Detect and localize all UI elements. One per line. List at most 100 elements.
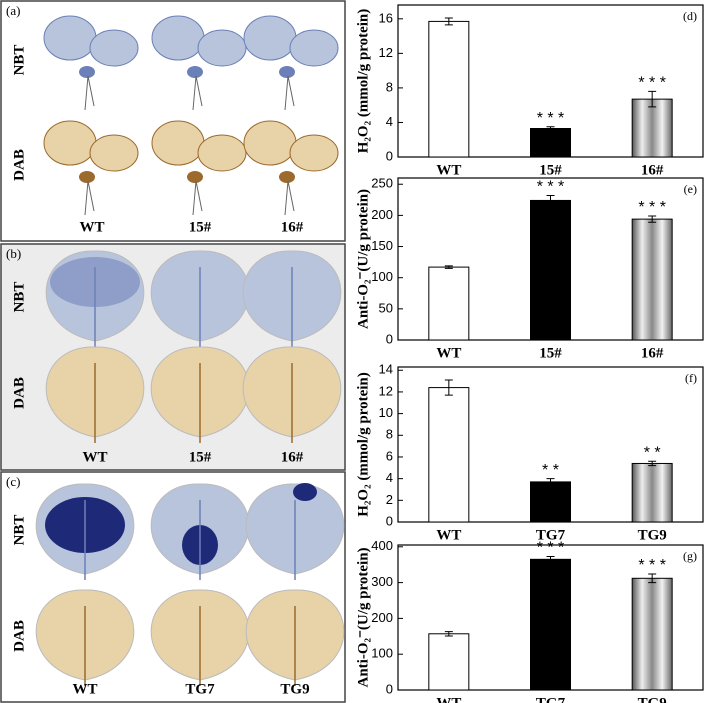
error-bar	[546, 126, 555, 131]
root	[192, 180, 203, 216]
y-tick-label: 12	[379, 383, 393, 398]
bar	[530, 558, 571, 691]
y-tick-label: 300	[371, 574, 393, 589]
y-tick-label: 8	[386, 427, 393, 442]
bar	[428, 266, 470, 341]
error-bar	[444, 17, 453, 26]
x-tick-label: WT	[436, 345, 461, 361]
significance: * *	[542, 462, 559, 479]
y-tick-label: 8	[386, 79, 393, 94]
panel-label: (e)	[684, 182, 697, 196]
x-tick-label: TG9	[638, 695, 667, 703]
significance: * * *	[537, 110, 565, 127]
y-tick-label: 0	[386, 331, 393, 346]
leaf	[151, 120, 205, 166]
row-label: NBT	[11, 515, 27, 546]
x-tick-label: 16#	[641, 345, 664, 361]
bar	[530, 128, 571, 158]
y-tick-label: 250	[371, 176, 393, 191]
error-bar	[444, 379, 453, 396]
x-tick-label: TG7	[536, 695, 566, 703]
significance: * * *	[638, 557, 666, 574]
y-tick-label: 0	[386, 513, 393, 528]
error-bar	[546, 555, 555, 563]
bar	[428, 633, 470, 691]
panel-label: (b)	[6, 246, 21, 261]
panel-label: (d)	[683, 9, 697, 23]
x-tick-label: TG9	[638, 527, 667, 543]
bar	[631, 98, 673, 158]
error-bar	[546, 194, 555, 206]
row-label: NBT	[11, 45, 27, 76]
column-label: 16#	[281, 449, 304, 465]
significance: * * *	[537, 179, 565, 196]
x-tick-label: WT	[436, 695, 461, 703]
leaf	[279, 171, 295, 183]
leaf	[197, 134, 247, 172]
leaf	[43, 15, 97, 61]
error-bar	[444, 631, 453, 637]
root	[84, 75, 95, 111]
y-tick-label: 14	[379, 362, 393, 377]
leaf	[43, 120, 97, 166]
leaf	[79, 171, 95, 183]
column-label: 15#	[189, 219, 212, 235]
leaf	[151, 15, 205, 61]
bar	[530, 199, 571, 341]
significance: * * *	[537, 540, 565, 557]
y-tick-label: 2	[386, 492, 393, 507]
x-tick-label: 16#	[641, 162, 664, 178]
bar	[631, 462, 673, 523]
error-bar	[444, 265, 453, 269]
x-tick-label: WT	[436, 527, 461, 543]
bar	[428, 20, 470, 158]
leaf	[187, 171, 203, 183]
y-axis-title: Anti-O₂⁻(U/g protein)	[355, 547, 371, 687]
error-bar	[648, 215, 657, 223]
y-tick-label: 400	[371, 538, 393, 553]
row-label: NBT	[11, 282, 27, 313]
y-axis-title: Anti-O₂⁻(U/g protein)	[355, 189, 371, 329]
y-tick-label: 200	[371, 207, 393, 222]
y-tick-label: 0	[386, 148, 393, 163]
y-tick-label: 4	[386, 470, 393, 485]
y-tick-label: 150	[371, 238, 393, 253]
y-axis-title: H₂O₂ (mmol/g protein)	[355, 9, 371, 154]
leaf	[289, 29, 339, 67]
leaf	[197, 29, 247, 67]
leaf	[89, 134, 139, 172]
leaf	[243, 15, 297, 61]
bar	[631, 577, 673, 691]
panel-label: (c)	[6, 474, 20, 489]
leaf	[279, 66, 295, 78]
y-tick-label: 100	[371, 269, 393, 284]
y-axis-title: H₂O₂ (mmol/g protein)	[355, 372, 371, 517]
column-label: TG7	[185, 681, 215, 697]
bar	[530, 481, 571, 523]
leaf	[79, 66, 95, 78]
row-label: DAB	[11, 620, 27, 652]
row-label: DAB	[11, 149, 27, 181]
column-label: WT	[72, 681, 97, 697]
row-label: DAB	[11, 377, 27, 409]
column-label: TG9	[280, 681, 309, 697]
leaf	[89, 29, 139, 67]
column-label: 16#	[281, 219, 304, 235]
y-tick-label: 50	[379, 300, 393, 315]
x-tick-label: 15#	[539, 345, 562, 361]
significance: * * *	[638, 199, 666, 216]
stain	[293, 483, 317, 501]
root	[284, 75, 295, 111]
x-tick-label: WT	[436, 162, 461, 178]
column-label: WT	[79, 219, 104, 235]
y-tick-label: 10	[379, 405, 393, 420]
bar	[631, 218, 673, 341]
panel-label: (a)	[6, 3, 20, 18]
leaf	[187, 66, 203, 78]
y-tick-label: 100	[371, 646, 393, 661]
y-tick-label: 12	[379, 45, 393, 60]
y-tick-label: 200	[371, 610, 393, 625]
bar	[428, 387, 470, 523]
error-bar	[648, 573, 657, 584]
